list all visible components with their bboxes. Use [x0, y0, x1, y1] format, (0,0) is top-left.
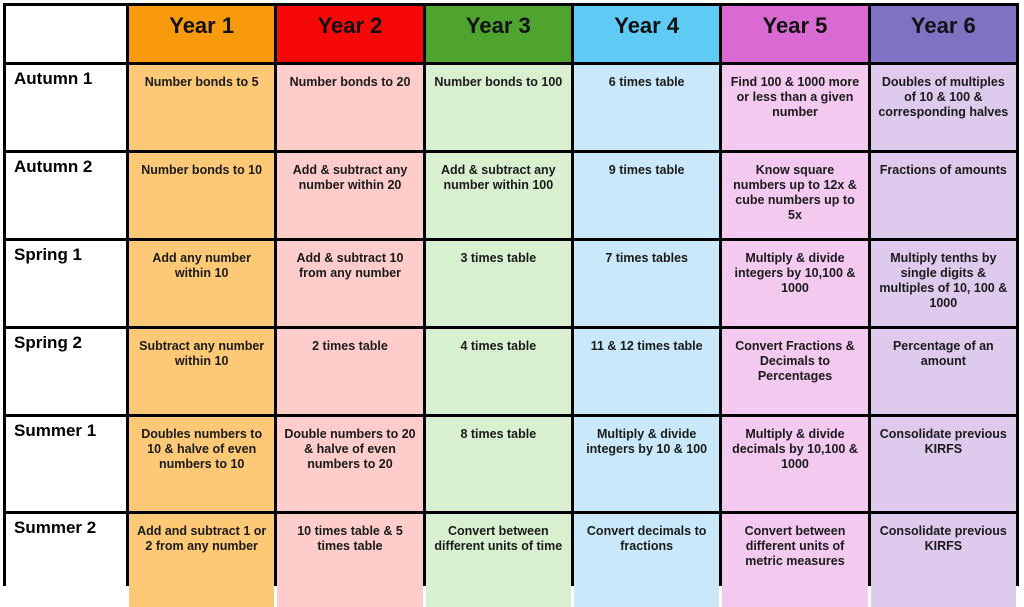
table-cell: Know square numbers up to 12x & cube num…	[722, 153, 868, 238]
table-cell: Consolidate previous KIRFS	[870, 417, 1016, 511]
table-cell: 8 times table	[425, 417, 571, 511]
table-cell: 11 & 12 times table	[573, 329, 720, 414]
table-cell: Doubles numbers to 10 & halve of even nu…	[129, 417, 275, 511]
row-header-term: Summer 1	[6, 417, 126, 511]
table-cell: Multiply & divide integers by 10 & 100	[573, 417, 720, 511]
kirfs-table: Year 1 Year 2 Year 3 Year 4 Year 5 Year 6 Autu…	[3, 3, 1019, 607]
column-header-year-5: Year 5	[722, 6, 868, 62]
column-header-year-1: Year 1	[129, 6, 275, 62]
column-header-year-4: Year 4	[573, 6, 720, 62]
column-header-year-3: Year 3	[425, 6, 571, 62]
table-cell: Find 100 & 1000 more or less than a give…	[722, 65, 868, 150]
table-cell: Add and subtract 1 or 2 from any number	[129, 514, 275, 607]
table-corner	[6, 6, 126, 62]
row-header-term: Spring 2	[6, 329, 126, 414]
table-cell: Consolidate previous KIRFS	[870, 514, 1016, 607]
row-header-term: Spring 1	[6, 241, 126, 326]
table-cell: 2 times table	[277, 329, 423, 414]
table-cell: 3 times table	[425, 241, 571, 326]
table-cell: Fractions of amounts	[870, 153, 1016, 238]
table-cell: Convert Fractions & Decimals to Percenta…	[722, 329, 868, 414]
column-header-year-2: Year 2	[277, 6, 423, 62]
table-cell: Add & subtract any number within 100	[425, 153, 571, 238]
table-cell: Add & subtract any number within 20	[277, 153, 423, 238]
table-cell: Add any number within 10	[129, 241, 275, 326]
row-header-term: Autumn 1	[6, 65, 126, 150]
table-cell: Number bonds to 20	[277, 65, 423, 150]
table-cell: Convert between different units of metri…	[722, 514, 868, 607]
table-cell: Convert between different units of time	[425, 514, 571, 607]
table-cell: Multiply & divide decimals by 10,100 & 1…	[722, 417, 868, 511]
table-cell: Convert decimals to fractions	[573, 514, 720, 607]
table-cell: Number bonds to 100	[425, 65, 571, 150]
table-cell: Subtract any number within 10	[129, 329, 275, 414]
row-header-term: Autumn 2	[6, 153, 126, 238]
table-cell: Double numbers to 20 & halve of even num…	[277, 417, 423, 511]
row-header-term: Summer 2	[6, 514, 126, 607]
table-cell: Number bonds to 5	[129, 65, 275, 150]
table-cell: 7 times tables	[573, 241, 720, 326]
table-cell: Multiply tenths by single digits & multi…	[870, 241, 1016, 326]
table-cell: 9 times table	[573, 153, 720, 238]
table-cell: Add & subtract 10 from any number	[277, 241, 423, 326]
table-cell: Number bonds to 10	[129, 153, 275, 238]
table-cell: Multiply & divide integers by 10,100 & 1…	[722, 241, 868, 326]
table-cell: 6 times table	[573, 65, 720, 150]
column-header-year-6: Year 6	[870, 6, 1016, 62]
table-cell: Doubles of multiples of 10 & 100 & corre…	[870, 65, 1016, 150]
table-cell: Percentage of an amount	[870, 329, 1016, 414]
table-cell: 4 times table	[425, 329, 571, 414]
table-cell: 10 times table & 5 times table	[277, 514, 423, 607]
